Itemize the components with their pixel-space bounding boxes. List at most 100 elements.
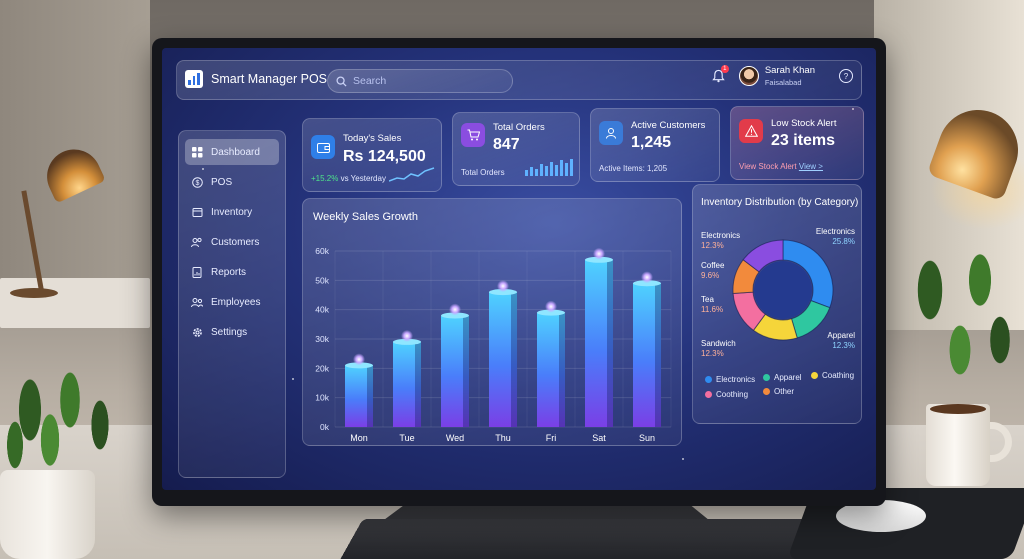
bar[interactable] bbox=[489, 292, 517, 427]
legend-item: Apparel bbox=[763, 373, 802, 382]
user-profile[interactable]: Sarah Khan Faisalabad bbox=[738, 65, 815, 87]
legend-dot bbox=[763, 388, 770, 395]
slice-pct: 9.6% bbox=[701, 271, 720, 280]
bar-top bbox=[537, 309, 565, 316]
x-tick-label: Wed bbox=[446, 433, 464, 443]
view-link[interactable]: View > bbox=[798, 162, 823, 171]
bar-glow bbox=[449, 303, 461, 316]
legend-label: Other bbox=[774, 387, 795, 396]
mug-handle bbox=[984, 422, 1012, 462]
monitor: Smart Manager POS 1 Sarah Khan Faisalaba… bbox=[152, 38, 886, 506]
weekly-sales-panel: Weekly Sales Growth 0k 10k 20k 30k 40k 50k 60k… bbox=[302, 198, 682, 446]
slice-label-sandwich: Sandwich 12.3% bbox=[701, 339, 736, 359]
sidebar-item-reports[interactable]: Reports bbox=[185, 259, 279, 285]
y-tick-label: 0k bbox=[320, 422, 330, 432]
sidebar-item-label: Customers bbox=[211, 236, 260, 248]
bar[interactable] bbox=[345, 365, 373, 427]
sparkle bbox=[682, 458, 684, 460]
card-sub: Total Orders bbox=[461, 168, 505, 177]
y-tick-label: 30k bbox=[315, 334, 329, 344]
user-name: Sarah Khan bbox=[764, 65, 815, 76]
card-label: Today's Sales bbox=[343, 133, 402, 144]
users-icon bbox=[191, 236, 203, 248]
slice-name: Coffee bbox=[701, 261, 725, 270]
bar[interactable] bbox=[585, 259, 613, 427]
dollar-icon: $ bbox=[191, 176, 203, 188]
grid-icon bbox=[191, 146, 203, 158]
legend-label: Coothing bbox=[716, 390, 749, 399]
card-sub: Active Items: 1,205 bbox=[599, 164, 668, 173]
search-input[interactable] bbox=[353, 75, 503, 87]
slice-label-electronics-right: Electronics 25.8% bbox=[816, 227, 855, 247]
help-icon[interactable]: ? bbox=[839, 69, 853, 83]
y-tick-label: 10k bbox=[315, 393, 329, 403]
slice-name: Electronics bbox=[815, 227, 855, 236]
bar[interactable] bbox=[537, 312, 565, 427]
bar-shade bbox=[655, 283, 661, 427]
view-stock-alert: View Stock Alert View > bbox=[739, 162, 823, 171]
sidebar-item-label: Dashboard bbox=[211, 146, 260, 158]
card-active-customers[interactable]: Active Customers 1,245 Active Items: 1,2… bbox=[590, 108, 720, 182]
x-tick-label: Mon bbox=[350, 433, 368, 443]
slice-pct: 25.8% bbox=[832, 237, 855, 246]
sparkle bbox=[852, 108, 854, 110]
app-logo[interactable]: Smart Manager POS bbox=[185, 70, 327, 88]
card-low-stock-alert[interactable]: Low Stock Alert 23 items View Stock Aler… bbox=[730, 106, 864, 180]
y-tick-label: 60k bbox=[315, 246, 329, 256]
legend-dot bbox=[705, 376, 712, 383]
screen: Smart Manager POS 1 Sarah Khan Faisalaba… bbox=[162, 48, 876, 490]
sparkle bbox=[202, 168, 204, 170]
trend-value: +15.2% bbox=[311, 174, 339, 183]
bar-top bbox=[393, 338, 421, 345]
card-label: Active Customers bbox=[631, 120, 706, 131]
slice-pct: 11.6% bbox=[701, 305, 724, 314]
bar[interactable] bbox=[393, 341, 421, 427]
bar[interactable] bbox=[633, 283, 661, 427]
legend-label: Coathing bbox=[822, 371, 855, 380]
cart-icon bbox=[461, 123, 485, 147]
sidebar-item-dashboard[interactable]: Dashboard bbox=[185, 139, 279, 165]
slice-name: Electronics bbox=[701, 231, 741, 240]
slice-name: Apparel bbox=[827, 331, 855, 340]
donut-hole bbox=[754, 261, 812, 319]
slice-pct: 12.3% bbox=[701, 349, 724, 358]
sidebar-item-label: Inventory bbox=[211, 206, 253, 218]
sidebar-item-label: Employees bbox=[211, 296, 261, 308]
view-stock-alert-text: View Stock Alert bbox=[739, 162, 797, 171]
sidebar-item-employees[interactable]: Employees bbox=[185, 289, 279, 315]
search-box[interactable] bbox=[327, 69, 513, 93]
card-value: 1,245 bbox=[631, 134, 672, 151]
bar-glow bbox=[401, 329, 413, 342]
legend-label: Electronics bbox=[716, 375, 756, 384]
sidebar-item-settings[interactable]: Settings bbox=[185, 319, 279, 345]
notifications-button[interactable]: 1 bbox=[709, 65, 729, 86]
bar-shade bbox=[367, 365, 373, 427]
notification-badge: 1 bbox=[720, 65, 729, 73]
bar-shade bbox=[559, 312, 565, 427]
slice-name: Tea bbox=[701, 295, 714, 304]
bar-glow bbox=[497, 280, 509, 293]
coffee bbox=[930, 404, 986, 414]
card-todays-sales[interactable]: Today's Sales Rs 124,500 +15.2% vs Yeste… bbox=[302, 118, 442, 192]
y-tick-label: 20k bbox=[315, 363, 329, 373]
slice-pct: 12.3% bbox=[832, 341, 855, 350]
bar[interactable] bbox=[441, 315, 469, 427]
x-tick-label: Sun bbox=[639, 433, 655, 443]
slice-label-electronics-left: Electronics 12.3% bbox=[701, 231, 740, 251]
sidebar-item-customers[interactable]: Customers bbox=[185, 229, 279, 255]
sidebar-item-label: Reports bbox=[211, 266, 247, 278]
x-tick-label: Tue bbox=[399, 433, 414, 443]
slice-label-coffee: Coffee 9.6% bbox=[701, 261, 724, 281]
legend-label: Apparel bbox=[774, 373, 802, 382]
svg-text:$: $ bbox=[195, 180, 199, 187]
sparkle bbox=[292, 378, 294, 380]
donut-slice[interactable] bbox=[742, 239, 784, 273]
sidebar-item-pos[interactable]: $ POS bbox=[185, 169, 279, 195]
wallet-icon bbox=[311, 135, 335, 159]
sidebar-item-inventory[interactable]: Inventory bbox=[185, 199, 279, 225]
card-label: Total Orders bbox=[493, 122, 545, 133]
card-total-orders[interactable]: Total Orders 847 Total Orders bbox=[452, 112, 580, 186]
card-value: Rs 124,500 bbox=[343, 148, 426, 165]
bar-shade bbox=[607, 259, 613, 427]
trend-text: vs Yesterday bbox=[340, 174, 386, 183]
